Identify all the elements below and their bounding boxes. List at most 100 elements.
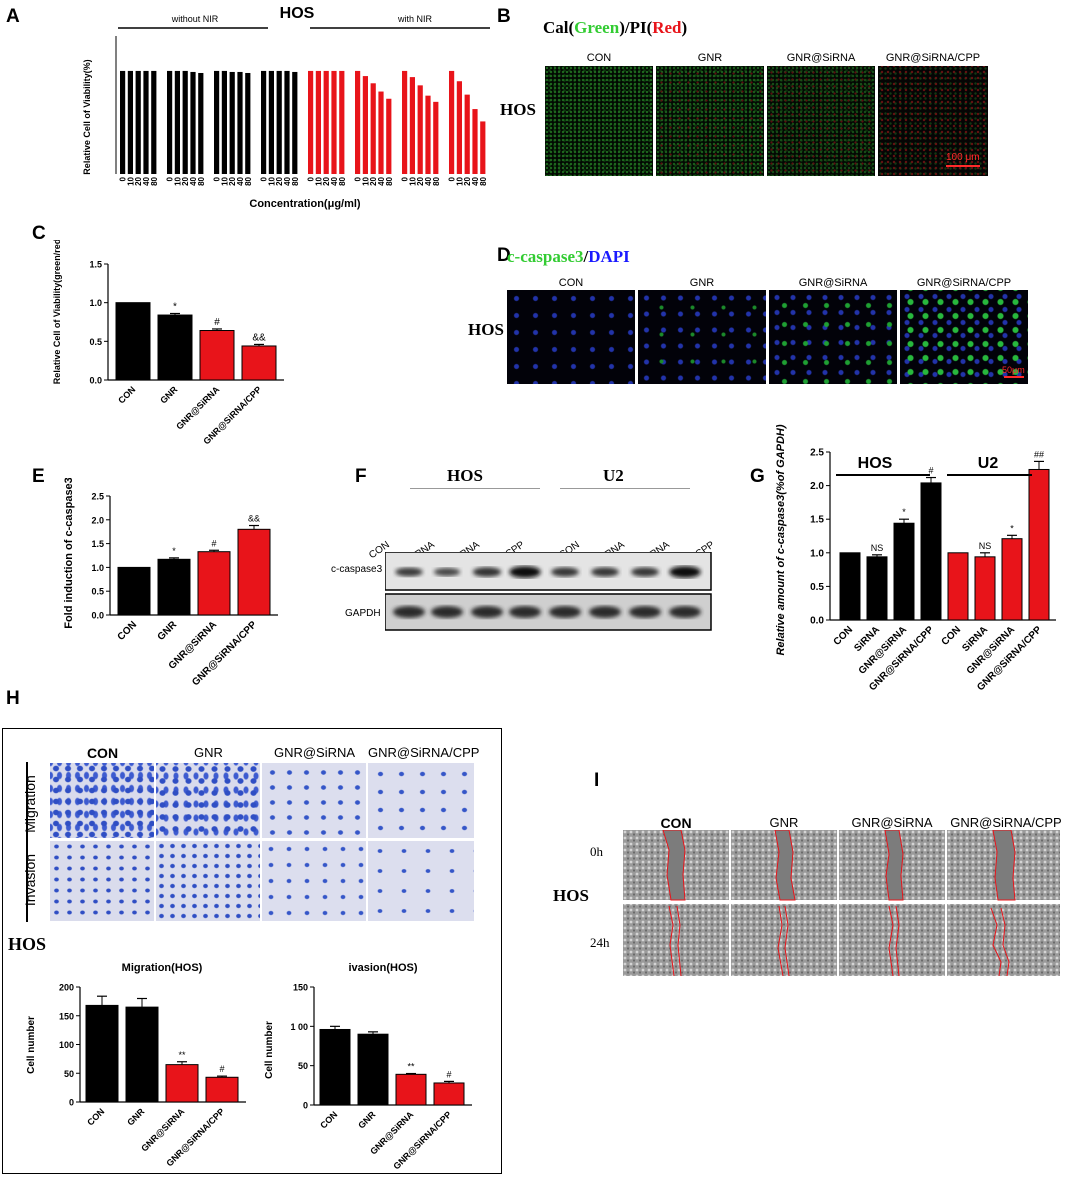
significance-mark: && [252, 332, 266, 343]
blot-band [471, 606, 503, 618]
bar [433, 101, 439, 174]
group-label: HOS [858, 455, 893, 472]
y-tick-label: 2.0 [91, 515, 104, 525]
chart-c-y-label: Relative Cell of Viability(green/red) [52, 240, 62, 384]
group-label: U2 [978, 455, 999, 472]
live-dead-image-gnr-sirna [767, 66, 875, 176]
transwell-image [50, 763, 154, 838]
bar [1028, 468, 1050, 621]
bar [284, 70, 290, 174]
chart-g-y-label: Relative amount of c-caspase3(%of GAPDH) [775, 424, 787, 655]
panel-i-row-label: 24h [590, 935, 610, 950]
bar [167, 70, 173, 174]
transwell-image [368, 841, 474, 921]
bar [214, 70, 220, 174]
panel-b-col-label: GNR@SiRNA [786, 52, 856, 64]
bar [480, 121, 486, 174]
y-tick-label: 150 [293, 983, 308, 993]
blot-band [395, 567, 423, 577]
bar [362, 76, 368, 174]
y-tick-label: 0.5 [810, 582, 824, 593]
panel-label-a: A [6, 6, 20, 27]
bar [165, 1064, 199, 1103]
x-tick-label: 10 [314, 176, 323, 185]
x-tick-label: 0 [166, 176, 175, 181]
panel-b-col-label: GNR@SiRNA/CPP [885, 52, 981, 64]
caspase-image-gnr-sirna [769, 290, 897, 384]
y-tick-label: 0.5 [91, 587, 104, 597]
chart-h-migration-title: Migration(HOS) [122, 962, 203, 974]
bar [355, 70, 361, 174]
significance-mark: * [173, 301, 177, 312]
caspase-image-con [507, 290, 635, 384]
bar [174, 70, 180, 174]
chart-a-y-label: Relative Cell of Viability(%) [82, 59, 92, 174]
y-tick-label: 1.5 [810, 515, 824, 526]
bar [143, 70, 149, 174]
bar [157, 558, 191, 616]
chart-g: 0.00.51.01.52.02.5CONNSSiRNA*GNR@SiRNA#G… [775, 424, 1056, 693]
x-tick-label: GNR [156, 619, 180, 643]
x-tick-label: 10 [455, 176, 464, 185]
bar [315, 70, 321, 174]
bar [245, 72, 251, 174]
x-tick-label: 20 [275, 176, 284, 185]
bar [205, 1076, 239, 1103]
transwell-image [262, 841, 366, 921]
bar [425, 95, 431, 174]
blot-band [669, 566, 701, 578]
significance-mark: NS [871, 543, 884, 553]
x-tick-label: 10 [267, 176, 276, 185]
panel-b-col-label: CON [586, 52, 612, 64]
x-tick-label: 0 [448, 176, 457, 181]
chart-e: 0.00.51.01.52.02.5CON*GNR#GNR@SiRNA&&GNR… [63, 478, 278, 688]
y-tick-label: 0.0 [91, 611, 104, 621]
bar [920, 482, 942, 621]
bar [456, 81, 462, 174]
blot-band [509, 606, 541, 618]
bar [268, 70, 274, 174]
panel-i-col-label: GNR@SiRNA [851, 815, 933, 830]
panel-h-col-label: GNR [194, 745, 223, 760]
x-tick-label: CON [116, 384, 137, 405]
blot-band [669, 606, 701, 618]
y-tick-label: 0 [303, 1101, 308, 1111]
bar [292, 71, 298, 174]
significance-mark: # [211, 538, 216, 548]
y-tick-label: 1.5 [91, 539, 104, 549]
panel-b-title: Cal(Green)/PI(Red) [543, 18, 687, 38]
x-tick-label: 20 [416, 176, 425, 185]
x-tick-label: 10 [126, 176, 135, 185]
panel-label-f: F [355, 466, 367, 487]
chart-a-x-label: Concentration(μg/ml) [249, 198, 361, 210]
bar [331, 70, 337, 174]
bar [276, 70, 282, 174]
blot-band [433, 567, 461, 577]
bar [120, 70, 126, 174]
blot-band [431, 606, 463, 618]
caspase-image-gnr-sirna-cpp [900, 290, 1028, 384]
western-blot-image [385, 552, 712, 631]
blot-band-label: c-caspase3 [331, 564, 383, 575]
bar [241, 345, 277, 381]
blot-band [393, 606, 425, 618]
blot-band [509, 566, 541, 578]
panel-d-title: c-caspase3/DAPI [507, 247, 630, 267]
live-dead-image-con [545, 66, 653, 176]
x-tick-label: CON [318, 1109, 339, 1130]
chart-e-y-label: Fold induction of c-caspase3 [63, 478, 75, 629]
divider [410, 488, 540, 489]
panel-h-row-label: Invasion [22, 853, 38, 907]
bar [117, 566, 151, 616]
x-tick-label: 80 [197, 176, 206, 185]
panel-b-col-label: GNR [697, 52, 723, 64]
panel-h-col-label: GNR@SiRNA/CPP [368, 745, 480, 760]
x-tick-label: 40 [142, 176, 151, 185]
x-tick-label: 0 [354, 176, 363, 181]
significance-mark: # [214, 317, 220, 328]
scale-bar-label: 50μm [1002, 365, 1025, 375]
panel-label-h: H [6, 688, 20, 709]
bar [370, 83, 376, 174]
